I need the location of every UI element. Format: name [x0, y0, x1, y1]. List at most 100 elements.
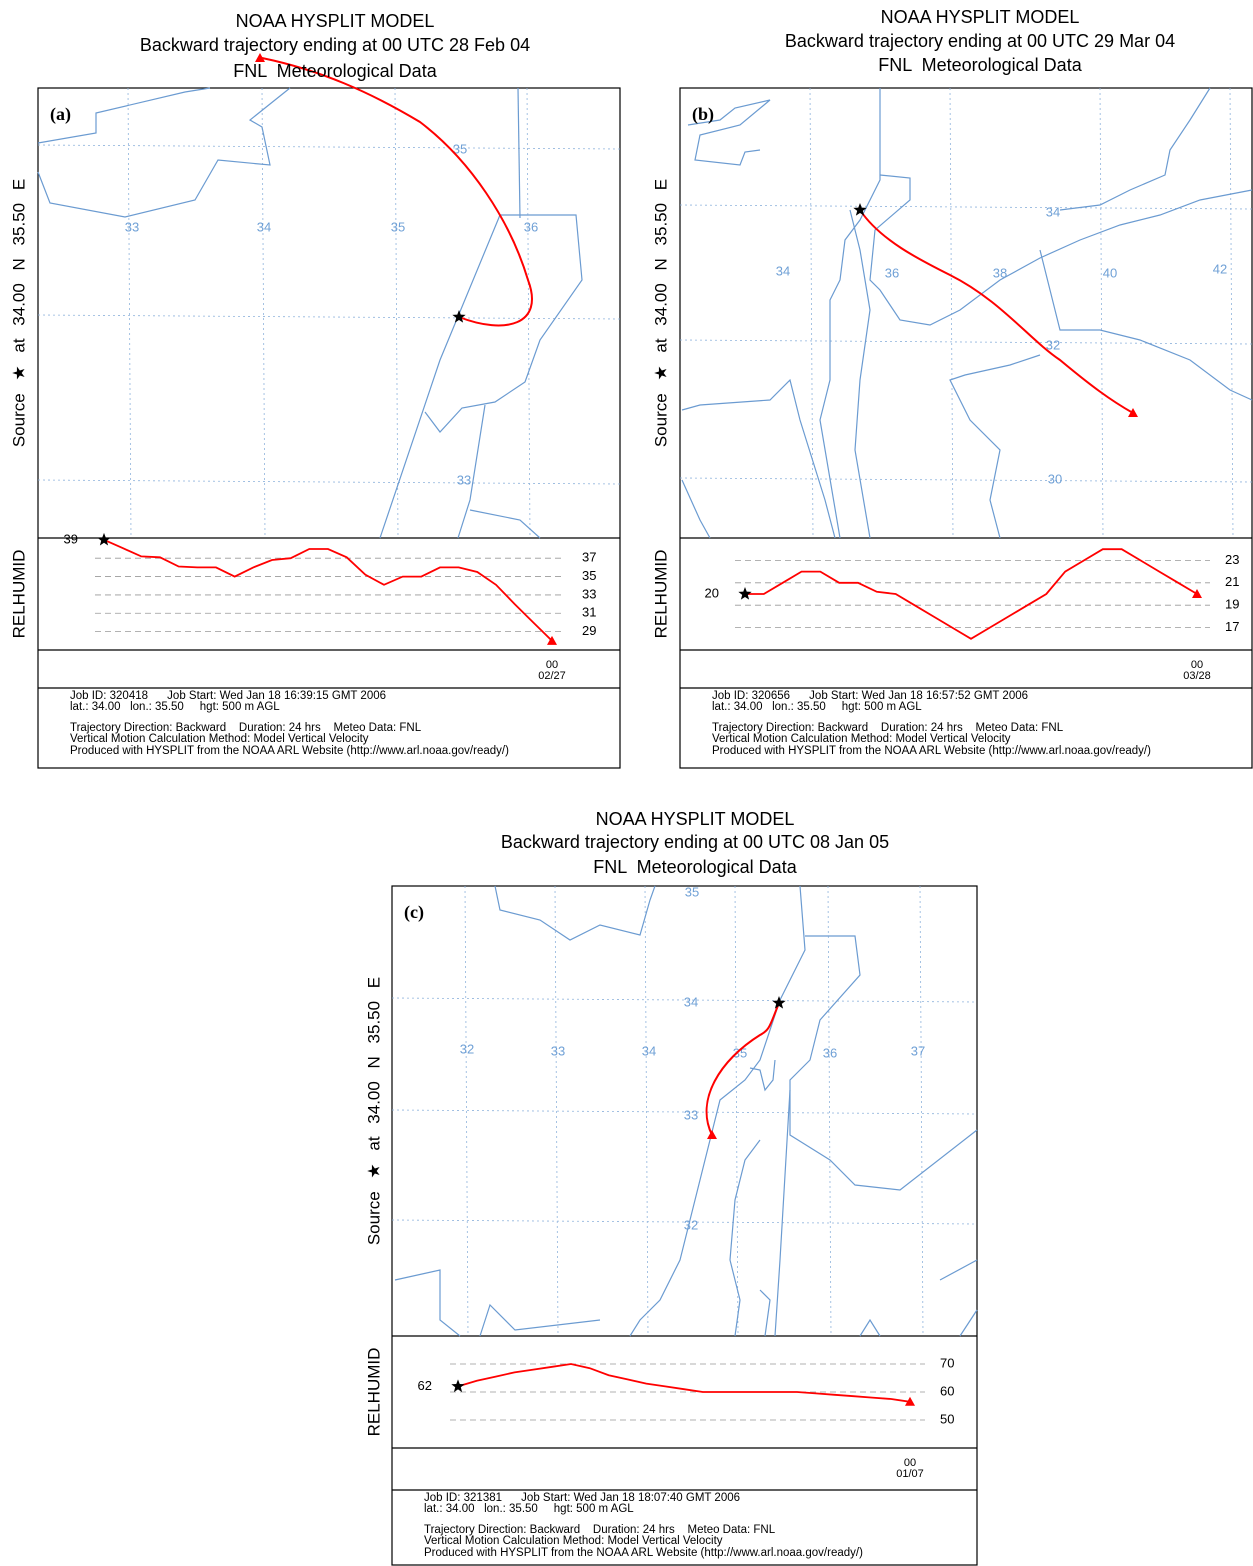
map-label: 32 [684, 1217, 698, 1232]
panel-label: (a) [50, 104, 71, 125]
y-tick-label: 35 [582, 568, 596, 583]
map-label: 33 [551, 1043, 565, 1058]
map-label: 36 [524, 219, 538, 234]
coastline [869, 174, 1253, 326]
map-graticule [679, 339, 1253, 345]
chart-data-source: FNL Meteorological Data [593, 857, 797, 877]
map-graticule [1099, 87, 1104, 539]
x-tick-label: 02/27 [538, 670, 566, 682]
humidity-line [745, 548, 1198, 640]
trajectory [261, 57, 533, 327]
humidity-line [457, 1363, 911, 1403]
coastline [457, 404, 486, 539]
chart-subtitle: Backward trajectory ending at 00 UTC 29 … [785, 31, 1175, 51]
map-graticule [679, 204, 1253, 210]
source-marker [853, 203, 867, 216]
map-graticule [261, 87, 266, 539]
map-graticule [464, 885, 469, 1337]
start-marker [97, 532, 111, 546]
footer-line: Produced with HYSPLIT from the NOAA ARL … [70, 745, 509, 757]
map-label: 30 [1048, 471, 1062, 486]
footer-line: Vertical Motion Calculation Method: Mode… [70, 733, 369, 745]
map-label: 33 [125, 219, 139, 234]
map-label: 34 [684, 994, 698, 1009]
map-label: 33 [684, 1107, 698, 1122]
y-tick-label: 29 [582, 623, 596, 638]
source-marker [772, 996, 786, 1009]
footer-line: Produced with HYSPLIT from the NOAA ARL … [424, 1547, 863, 1559]
y-tick-label: 31 [582, 605, 596, 620]
footer-line: Trajectory Direction: Backward Duration:… [424, 1524, 776, 1536]
coastline [759, 1289, 771, 1337]
map-graticule [554, 885, 559, 1337]
coastline [687, 99, 771, 166]
source-label: Source ★ at 34.00 N 35.50 E [364, 977, 383, 1245]
panel-label: (b) [692, 104, 714, 125]
x-tick-label: 03/28 [1183, 670, 1211, 682]
coastline [859, 1318, 881, 1337]
frame [37, 87, 621, 769]
coastline [749, 1059, 776, 1092]
map-graticule [919, 885, 924, 1337]
footer-line: Job ID: 320656 Job Start: Wed Jan 18 16:… [712, 690, 1028, 702]
coastline [37, 87, 211, 144]
start-value-label: 20 [705, 585, 719, 600]
footer-line: Trajectory Direction: Backward Duration:… [712, 722, 1064, 734]
coastline [517, 87, 521, 219]
map-label: 34 [642, 1043, 656, 1058]
map-label: 42 [1213, 261, 1227, 276]
footer-line: Job ID: 320418 Job Start: Wed Jan 18 16:… [70, 690, 386, 702]
trajectory-end [255, 53, 265, 62]
coastline [789, 935, 978, 1191]
coastline [394, 1269, 461, 1337]
y-tick-label: 70 [940, 1355, 954, 1370]
map-graticule [734, 885, 739, 1337]
frame [679, 87, 1253, 769]
coastline [849, 209, 871, 539]
end-marker [905, 1396, 915, 1406]
map-graticule [37, 314, 621, 320]
footer-line: Trajectory Direction: Backward Duration:… [70, 722, 422, 734]
coastline [939, 1259, 978, 1281]
coastline [949, 354, 1041, 539]
map-graticule [37, 479, 621, 485]
footer-line: lat.: 34.00 lon.: 35.50 hgt: 500 m AGL [424, 1503, 634, 1515]
coastline [729, 1139, 761, 1337]
humidity-line [103, 538, 553, 642]
map-graticule [949, 87, 954, 539]
y-tick-label: 37 [582, 550, 596, 565]
coastline [681, 378, 836, 539]
source-label: Source ★ at 34.00 N 35.50 E [9, 179, 28, 447]
chart-subtitle: Backward trajectory ending at 00 UTC 28 … [140, 35, 530, 55]
map-graticule [394, 87, 399, 539]
footer-line: lat.: 34.00 lon.: 35.50 hgt: 500 m AGL [70, 701, 280, 713]
footer-line: Job ID: 321381 Job Start: Wed Jan 18 18:… [424, 1492, 740, 1504]
map-label: 36 [823, 1045, 837, 1060]
panel-label: (c) [404, 902, 424, 923]
chart-title: NOAA HYSPLIT MODEL [236, 11, 435, 31]
x-tick-label: 00 [1191, 659, 1203, 671]
y-axis-label: RELHUMID [9, 550, 28, 639]
coastline [959, 1309, 978, 1337]
map-label: 35 [733, 1045, 747, 1060]
end-marker [547, 635, 557, 645]
y-tick-label: 19 [1225, 597, 1239, 612]
y-axis-label: RELHUMID [651, 550, 670, 639]
start-value-label: 62 [418, 1378, 432, 1393]
map-label: 36 [885, 265, 899, 280]
coastline [1039, 249, 1253, 401]
start-value-label: 39 [64, 531, 78, 546]
x-tick-label: 00 [546, 659, 558, 671]
map-graticule [809, 87, 814, 539]
map-graticule [1229, 87, 1234, 539]
trajectory [705, 1002, 780, 1136]
start-marker [738, 587, 752, 600]
chart-title: NOAA HYSPLIT MODEL [881, 7, 1080, 27]
map-label: 33 [457, 472, 471, 487]
y-tick-label: 23 [1225, 552, 1239, 567]
coastline [819, 88, 881, 539]
y-tick-label: 50 [940, 1411, 954, 1426]
map-graticule [644, 885, 649, 1337]
coastline [479, 1303, 601, 1337]
